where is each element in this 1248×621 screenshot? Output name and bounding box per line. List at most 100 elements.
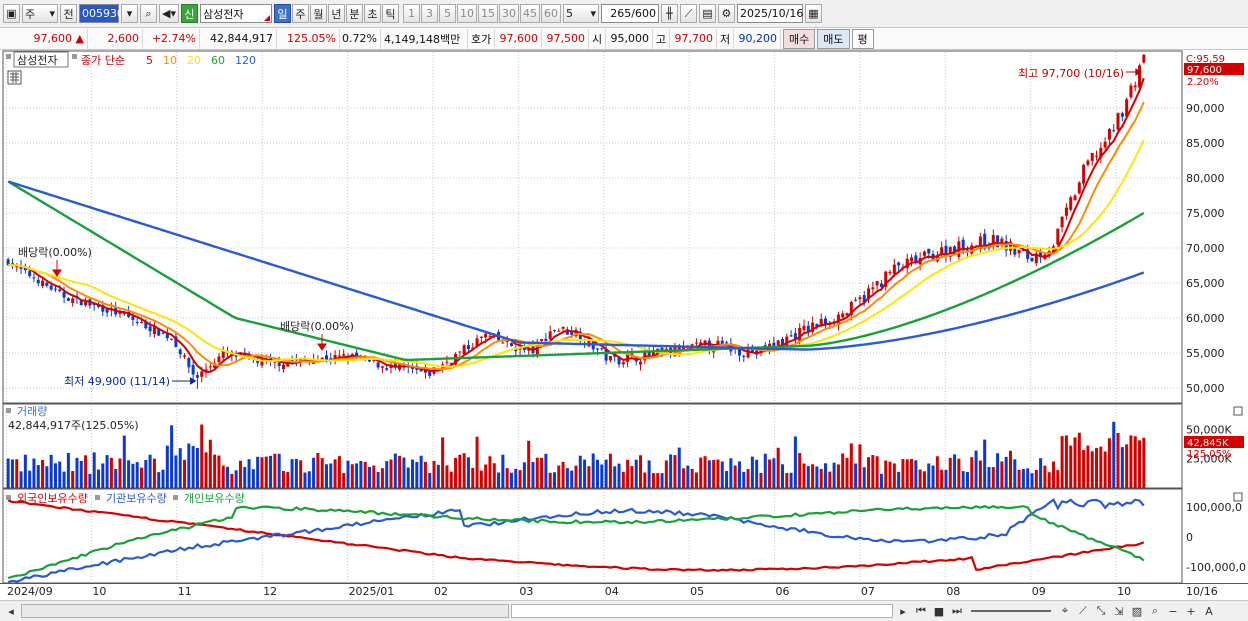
ma-legend-20[interactable]: 20 <box>187 54 201 67</box>
draw-line-icon[interactable]: ⟋ <box>1079 604 1087 617</box>
candle-body <box>462 345 466 355</box>
prev-button[interactable]: 전 <box>60 4 77 23</box>
ma-legend-10[interactable]: 10 <box>163 54 177 67</box>
volume-bar <box>596 459 600 488</box>
interval-30[interactable]: 30 <box>498 4 519 23</box>
timeframe-5[interactable]: 초 <box>363 4 381 23</box>
stock-chart[interactable]: 90,000 85,000 80,000 75,000 70,000 65,000 60,0… <box>0 50 1248 600</box>
volume-bar <box>815 466 819 488</box>
window-layout-icon[interactable]: ▣ <box>3 4 20 23</box>
price-tick: 50,000 <box>1186 382 1225 395</box>
drawing-tool-icon[interactable]: ⟋ <box>679 4 697 23</box>
timeframe-4[interactable]: 분 <box>345 4 363 23</box>
stock-name-box[interactable] <box>13 51 69 68</box>
code-dropdown-icon[interactable]: ▾ <box>121 4 138 23</box>
bar-count-field[interactable]: 265/600 <box>600 4 659 23</box>
save-icon[interactable]: ▤ <box>698 4 716 23</box>
timeframe-0[interactable]: 일 <box>273 4 291 23</box>
legend-square-icon <box>6 495 11 500</box>
candle-body <box>987 247 991 249</box>
measure-icon[interactable]: ⇲ <box>1114 604 1124 618</box>
volume-bar <box>557 465 561 488</box>
candle-body <box>49 285 53 290</box>
candle-body <box>596 348 600 350</box>
timeframe-1[interactable]: 주 <box>291 4 309 23</box>
candle-body <box>871 287 875 290</box>
interval-1[interactable]: 1 <box>402 4 420 23</box>
interval-45[interactable]: 45 <box>519 4 540 23</box>
volume-bar <box>320 458 324 488</box>
holdings-legend-1[interactable]: 기관보유수량 <box>106 492 167 505</box>
candle-body <box>548 331 552 340</box>
stop-icon[interactable]: ■ <box>933 604 945 618</box>
interval-10[interactable]: 10 <box>456 4 477 23</box>
candle-body <box>449 362 453 364</box>
volume-bar <box>811 464 815 488</box>
volume-bar <box>897 471 901 488</box>
zoom-in-icon[interactable]: + <box>1186 604 1196 618</box>
candle-body <box>884 271 888 287</box>
volume-bar <box>888 461 892 488</box>
ma-legend-120[interactable]: 120 <box>235 54 256 67</box>
interval-3[interactable]: 3 <box>420 4 438 23</box>
timeframe-2[interactable]: 월 <box>309 4 327 23</box>
volume-bar <box>96 469 100 488</box>
stock-code-input[interactable]: 005930 <box>79 4 124 23</box>
candle-body <box>914 255 918 263</box>
new-badge[interactable]: 신 <box>180 4 198 23</box>
scroll-thumb[interactable] <box>511 604 893 618</box>
gear-icon[interactable]: ⚙ <box>717 4 735 23</box>
period-select[interactable]: 주 ▾ <box>22 4 58 23</box>
volume-bar <box>260 457 264 488</box>
eval-button[interactable]: 평 <box>851 28 874 49</box>
volume-bar <box>1026 468 1030 488</box>
candle-settings-icon[interactable]: ╫ <box>660 4 678 23</box>
interval-60[interactable]: 60 <box>540 4 561 23</box>
scroll-left-icon[interactable]: ◂ <box>8 604 14 618</box>
zoom-slider[interactable] <box>971 610 1051 612</box>
holdings-legend-2[interactable]: 개인보유수량 <box>184 492 245 505</box>
stock-name-field[interactable]: 삼성전자 <box>199 4 272 23</box>
volume-pane-close-icon[interactable] <box>1233 406 1243 416</box>
image-icon[interactable]: ▨ <box>1131 604 1143 618</box>
interval-select[interactable]: 5 ▾ <box>562 4 599 23</box>
volume-bar <box>79 460 83 488</box>
ma-line-60 <box>7 180 1145 362</box>
sell-button[interactable]: 매도 <box>817 28 850 49</box>
volume-bar <box>1064 435 1068 488</box>
candle-body <box>725 342 729 344</box>
volume-bar <box>763 453 767 488</box>
crosshair-icon[interactable]: ⌖ <box>1061 604 1069 617</box>
volume-legend: 거래량 42,844,917주(125.05%) 42,845K 125.05% <box>6 405 1244 460</box>
fast-forward-icon[interactable]: ⏭ <box>952 604 962 617</box>
candle-body <box>806 325 810 332</box>
zoom-icon[interactable]: ⌕ <box>1151 604 1159 617</box>
speaker-icon[interactable]: ◀▾ <box>159 4 179 23</box>
scroll-right-icon[interactable]: ▸ <box>900 604 906 618</box>
volume-bar <box>901 459 905 488</box>
trade-amount: 4,149,148백만 <box>381 28 468 49</box>
buy-button[interactable]: 매수 <box>783 28 816 49</box>
interval-15[interactable]: 15 <box>477 4 498 23</box>
volume-bar <box>200 424 204 488</box>
timeframe-3[interactable]: 년 <box>327 4 345 23</box>
font-size-icon[interactable]: A <box>1205 604 1213 618</box>
volume-bar <box>905 459 909 488</box>
zoom-out-icon[interactable]: − <box>1168 604 1178 618</box>
ma-legend-60[interactable]: 60 <box>211 54 225 67</box>
calendar-icon[interactable]: ▦ <box>804 4 822 23</box>
rewind-icon[interactable]: ⏮ <box>916 604 926 617</box>
timeframe-6[interactable]: 틱 <box>381 4 399 23</box>
scroll-track-left[interactable] <box>21 604 509 618</box>
draw-tool-icon[interactable]: ⤡ <box>1096 604 1106 617</box>
date-field[interactable]: 2025/10/16 <box>736 4 803 23</box>
interval-5[interactable]: 5 <box>438 4 456 23</box>
search-icon[interactable]: ⌕ <box>140 4 157 23</box>
holdings-pane-close-icon[interactable] <box>1233 492 1243 502</box>
x-tick: 10 <box>1117 585 1131 598</box>
candle-body <box>101 305 105 312</box>
x-tick: 12 <box>263 585 277 598</box>
candle-body <box>888 271 892 274</box>
holdings-legend-0[interactable]: 외국인보유수량 <box>17 492 88 505</box>
ma-legend-5[interactable]: 5 <box>146 54 153 67</box>
